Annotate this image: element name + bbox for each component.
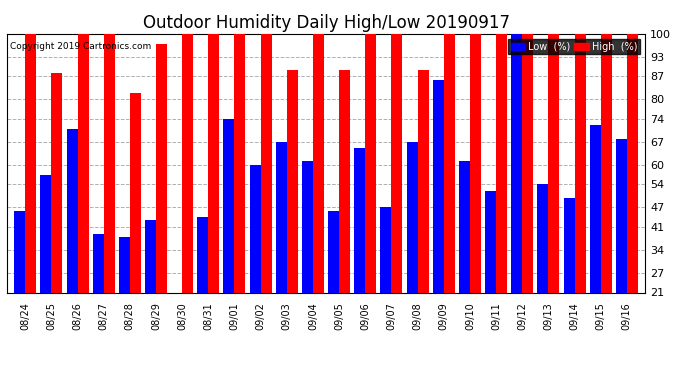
Bar: [302, 162, 313, 361]
Bar: [104, 34, 115, 361]
Bar: [417, 70, 428, 361]
Bar: [616, 138, 627, 361]
Bar: [182, 34, 193, 361]
Bar: [365, 34, 376, 361]
Bar: [92, 234, 104, 361]
Bar: [119, 237, 130, 361]
Bar: [77, 34, 88, 361]
Bar: [627, 34, 638, 361]
Bar: [208, 34, 219, 361]
Bar: [433, 80, 444, 361]
Bar: [313, 34, 324, 361]
Bar: [590, 126, 601, 361]
Bar: [130, 93, 141, 361]
Bar: [406, 142, 417, 361]
Bar: [354, 148, 365, 361]
Bar: [459, 162, 470, 361]
Bar: [171, 292, 182, 361]
Bar: [66, 129, 77, 361]
Bar: [575, 34, 586, 361]
Bar: [26, 34, 36, 361]
Bar: [511, 34, 522, 361]
Bar: [470, 34, 481, 361]
Title: Outdoor Humidity Daily High/Low 20190917: Outdoor Humidity Daily High/Low 20190917: [143, 14, 509, 32]
Bar: [261, 34, 272, 361]
Bar: [276, 142, 287, 361]
Bar: [522, 34, 533, 361]
Legend: Low  (%), High  (%): Low (%), High (%): [508, 39, 640, 54]
Bar: [444, 34, 455, 361]
Bar: [224, 119, 235, 361]
Text: Copyright 2019 Cartronics.com: Copyright 2019 Cartronics.com: [10, 42, 151, 51]
Bar: [538, 184, 549, 361]
Bar: [564, 198, 575, 361]
Bar: [496, 34, 507, 361]
Bar: [197, 217, 208, 361]
Bar: [235, 34, 246, 361]
Bar: [14, 211, 26, 361]
Bar: [250, 165, 261, 361]
Bar: [380, 207, 391, 361]
Bar: [287, 70, 298, 361]
Bar: [41, 175, 51, 361]
Bar: [601, 34, 611, 361]
Bar: [328, 211, 339, 361]
Bar: [145, 220, 156, 361]
Bar: [485, 191, 496, 361]
Bar: [339, 70, 350, 361]
Bar: [391, 34, 402, 361]
Bar: [51, 73, 62, 361]
Bar: [156, 44, 167, 361]
Bar: [549, 34, 560, 361]
